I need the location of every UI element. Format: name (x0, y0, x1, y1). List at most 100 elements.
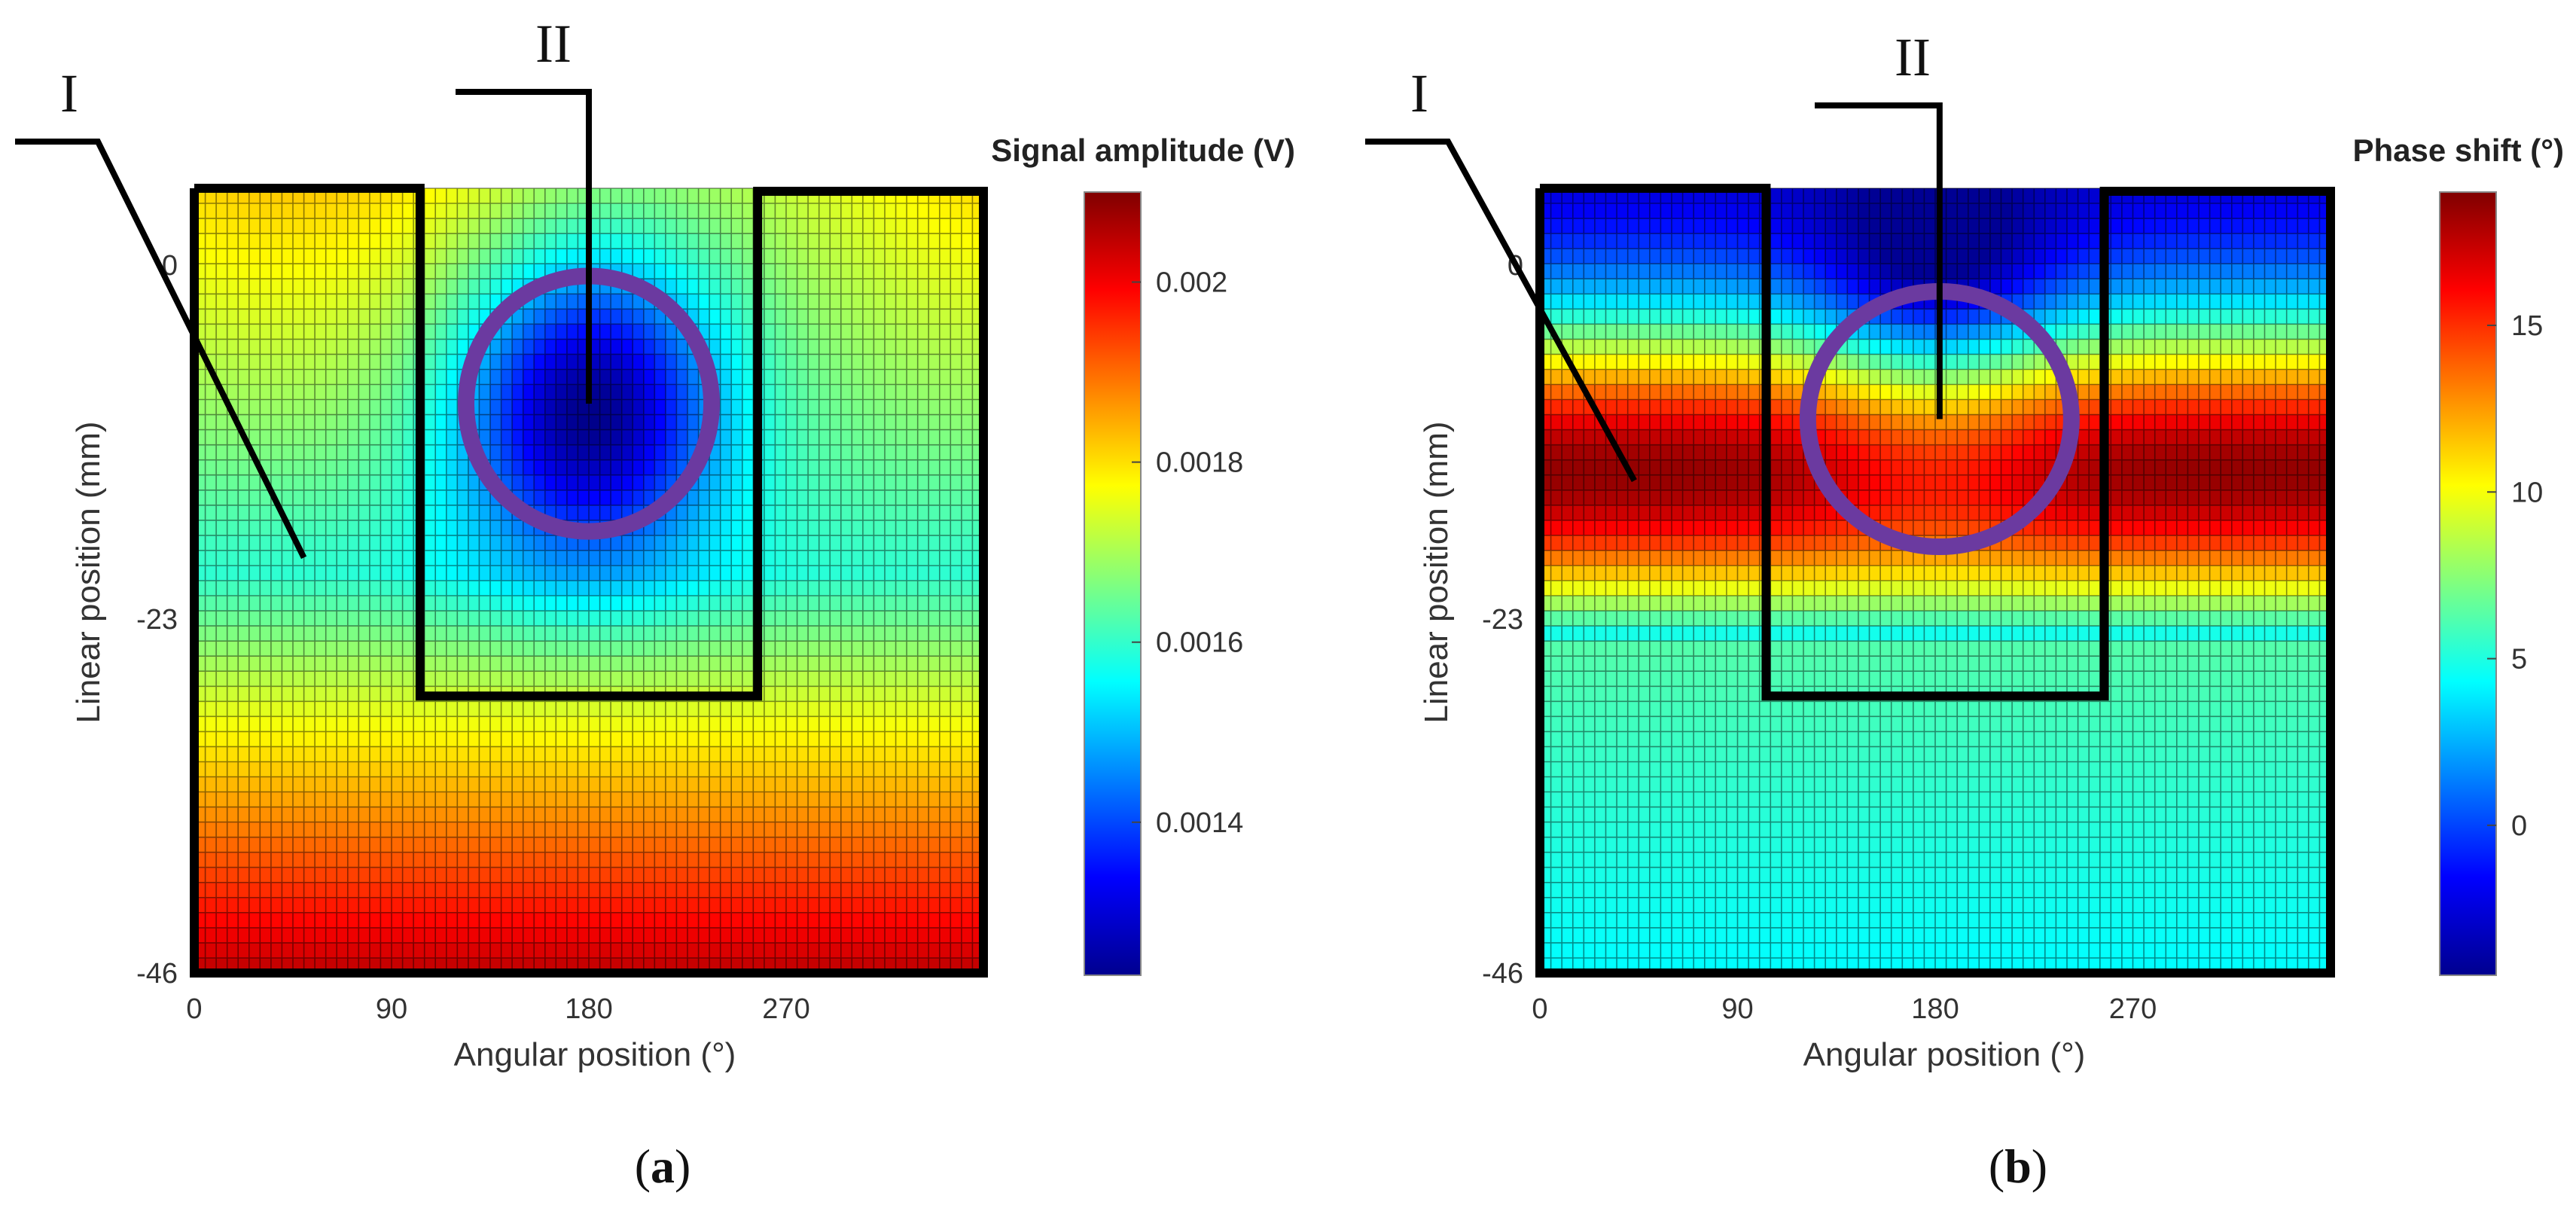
heatmap-cell (885, 429, 897, 446)
heatmap-cell (544, 792, 556, 808)
heatmap-cell (1880, 309, 1892, 325)
heatmap-cell (325, 641, 337, 657)
heatmap-cell (917, 776, 929, 793)
heatmap-cell (392, 776, 404, 793)
heatmap-cell (369, 294, 382, 310)
heatmap-cell (687, 414, 700, 431)
heatmap-cell (819, 686, 831, 702)
heatmap-cell (534, 731, 546, 748)
heatmap-cell (819, 611, 831, 627)
heatmap-cell (1550, 429, 1562, 446)
region-outline (190, 184, 988, 978)
heatmap-cell (654, 218, 666, 234)
heatmap-cell (282, 444, 294, 461)
heatmap-cell (468, 309, 480, 325)
heatmap-cell (1584, 354, 1596, 371)
heatmap-cell (534, 927, 546, 944)
heatmap-cell (895, 626, 907, 642)
heatmap-cell (775, 656, 787, 672)
heatmap-cell (358, 384, 370, 401)
heatmap-cell (830, 671, 842, 687)
heatmap-cell (917, 792, 929, 808)
heatmap-cell (468, 505, 480, 521)
heatmap-cell (1693, 218, 1706, 234)
heatmap-cell (1792, 279, 1804, 294)
heatmap-cell (830, 264, 842, 279)
heatmap-cell (1562, 369, 1574, 386)
heatmap-cell (928, 294, 940, 310)
heatmap-cell (512, 822, 524, 838)
heatmap-cell (1737, 414, 1749, 431)
heatmap-cell (633, 188, 645, 204)
heatmap-cell (369, 490, 382, 506)
heatmap-cell (325, 626, 337, 642)
heatmap-cell (2034, 264, 2046, 279)
heatmap-cell (315, 897, 327, 914)
heatmap-cell (643, 807, 655, 823)
heatmap-cell (446, 444, 458, 461)
heatmap-cell (2231, 294, 2243, 310)
heatmap-cell (862, 912, 875, 929)
heatmap-cell (358, 581, 370, 596)
heatmap-cell (1869, 399, 1881, 416)
heatmap-cell (578, 414, 590, 431)
heatmap-cell (1693, 279, 1706, 294)
heatmap-cell (676, 218, 688, 234)
heatmap-cell (2034, 429, 2046, 446)
heatmap-cell (862, 701, 875, 717)
heatmap-cell (1617, 218, 1629, 234)
heatmap-cell (216, 761, 228, 778)
heatmap-cell (2297, 279, 2309, 294)
heatmap-cell (2089, 369, 2101, 386)
heatmap-cell (731, 459, 743, 476)
heatmap-cell (424, 369, 436, 386)
heatmap-cell (797, 384, 809, 401)
heatmap-cell (534, 942, 546, 959)
heatmap-cell (654, 626, 666, 642)
heatmap-cell (2078, 369, 2090, 386)
heatmap-cell (1913, 218, 1925, 234)
heatmap-cell (544, 776, 556, 793)
heatmap-cell (315, 535, 327, 551)
heatmap-cell (1572, 429, 1584, 446)
heatmap-cell (457, 716, 469, 732)
heatmap-cell (1891, 218, 1903, 234)
heatmap-cell (2067, 279, 2079, 294)
heatmap-cell (2121, 384, 2134, 401)
heatmap-cell (2044, 369, 2057, 386)
heatmap-cell (2286, 354, 2298, 371)
heatmap-cell (928, 716, 940, 732)
heatmap-cell (939, 626, 951, 642)
heatmap-cell (621, 942, 633, 959)
heatmap-cell (742, 279, 754, 294)
heatmap-cell (2034, 414, 2046, 431)
heatmap-cell (852, 731, 864, 748)
heatmap-cell (1869, 354, 1881, 371)
heatmap-cell (687, 641, 700, 657)
heatmap-cell (1748, 354, 1761, 371)
heatmap-cell (1858, 354, 1870, 371)
heatmap-cell (2078, 309, 2090, 325)
heatmap-cell (2286, 294, 2298, 310)
heatmap-cell (895, 490, 907, 506)
heatmap-cell (512, 852, 524, 868)
heatmap-cell (928, 807, 940, 823)
heatmap-cell (698, 474, 710, 491)
heatmap-cell (578, 867, 590, 883)
heatmap-cell (2308, 294, 2321, 310)
heatmap-cell (1770, 218, 1782, 234)
heatmap-cell (1946, 249, 1958, 264)
heatmap-cell (424, 596, 436, 612)
heatmap-cell (315, 867, 327, 883)
heatmap-cell (665, 279, 678, 294)
heatmap-cell (358, 852, 370, 868)
heatmap-cell (566, 249, 579, 264)
heatmap-cell (2154, 429, 2166, 446)
heatmap-cell (611, 550, 623, 566)
heatmap-cell (698, 203, 710, 219)
heatmap-cell (490, 264, 502, 279)
heatmap-cell (479, 490, 491, 506)
heatmap-cell (260, 837, 272, 853)
heatmap-cell (2221, 324, 2233, 340)
heatmap-cell (315, 520, 327, 536)
